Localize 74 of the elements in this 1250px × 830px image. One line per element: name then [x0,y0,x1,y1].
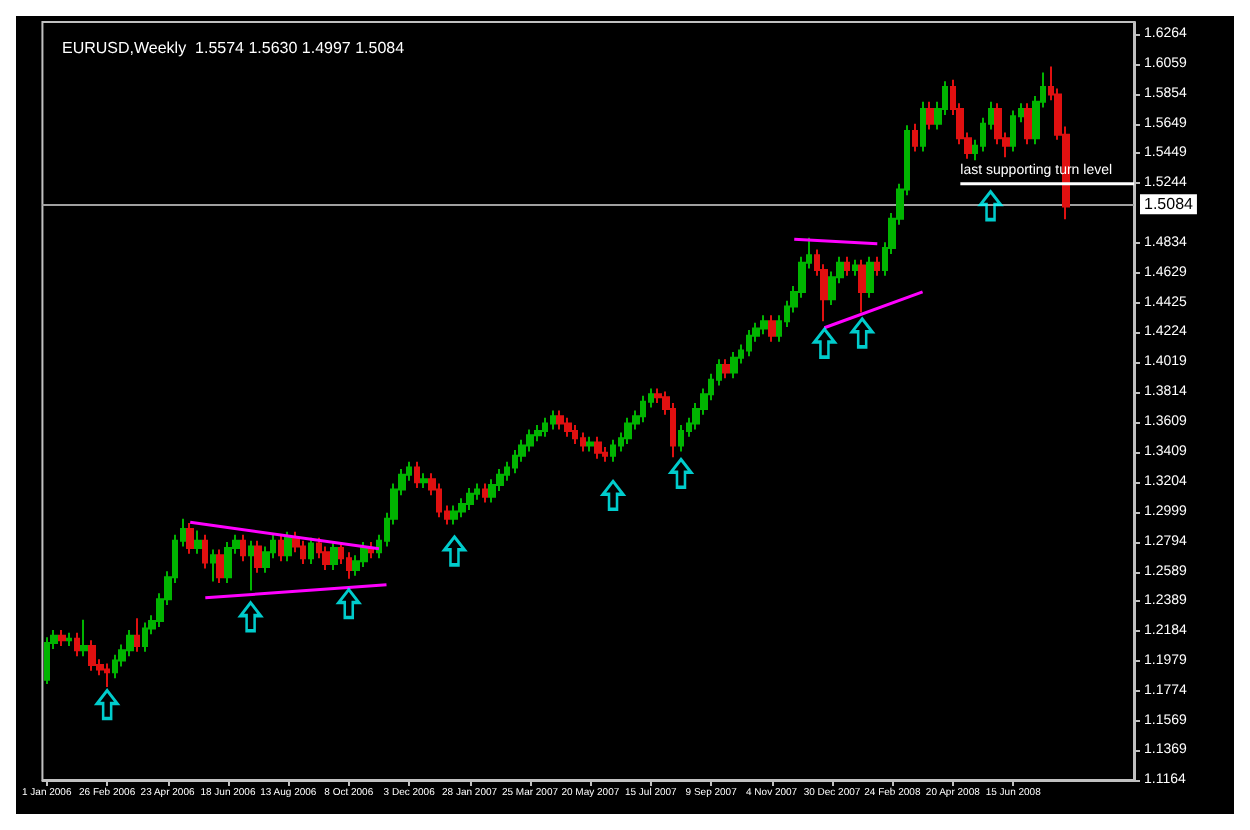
candlestick [186,522,194,555]
candlestick [852,258,858,277]
candlestick [278,533,284,563]
candlestick [126,628,134,658]
candlestick [74,631,80,658]
point [850,317,874,349]
candlestick [556,409,564,431]
candlestick [874,255,880,277]
candlestick [80,618,88,658]
candlestick [322,545,330,571]
candlestick [210,548,216,583]
candlestick [730,350,738,380]
candlestick [1024,102,1032,146]
candlestick [254,539,262,574]
candlestick [240,533,246,563]
candlestick [224,541,232,585]
candlestick [760,314,768,336]
candlestick [134,617,140,653]
candlestick [844,255,850,277]
candlestick [926,100,934,131]
candlestick [550,409,556,431]
candlestick [194,529,202,555]
candlestick [216,548,224,585]
candlestick [594,435,602,460]
candlestick [482,482,488,504]
candlestick [300,539,306,566]
candlestick [368,541,374,560]
candlestick [104,662,110,688]
point [95,689,119,721]
candlestick [564,416,572,438]
candlestick [1010,109,1016,153]
candlestick [542,416,548,438]
candlestick [466,486,474,511]
point [337,588,361,620]
candlestick [610,438,616,463]
point [979,190,1003,222]
point [601,479,625,511]
candlestick [360,541,368,568]
point [442,535,466,567]
candlestick [586,435,594,453]
candlestick [330,541,338,571]
candlestick [866,255,874,299]
candlestick [912,122,918,153]
candlestick [858,258,866,314]
candlestick [534,424,542,443]
candlestick [202,533,208,570]
candlestick [678,424,684,453]
candlestick [248,539,254,592]
candlestick [308,536,314,566]
candlestick [624,416,632,446]
candlestick [142,621,148,653]
point [239,601,263,633]
point [812,327,836,359]
candlestick [420,472,428,489]
candlestick [346,551,352,580]
text: EURUSD,Weekly 1.5574 1.5630 1.4997 1.5084 [62,39,406,57]
candlestick [58,628,66,647]
candlestick [722,358,730,380]
candlestick [746,328,752,358]
candlestick [414,460,420,489]
candlestick [66,631,72,647]
candlestick [112,653,118,680]
ref-line-label: 1.5084 [1144,195,1195,214]
candlestick [450,504,458,526]
candlestick [88,639,96,672]
candlestick [768,314,776,343]
candlestick [640,394,646,424]
candlestick [580,431,586,453]
point [669,457,693,489]
candlestick [512,448,518,475]
candlestick [284,530,292,563]
candlestick [44,636,50,686]
candlestick [920,100,926,153]
candlestick [572,424,578,446]
